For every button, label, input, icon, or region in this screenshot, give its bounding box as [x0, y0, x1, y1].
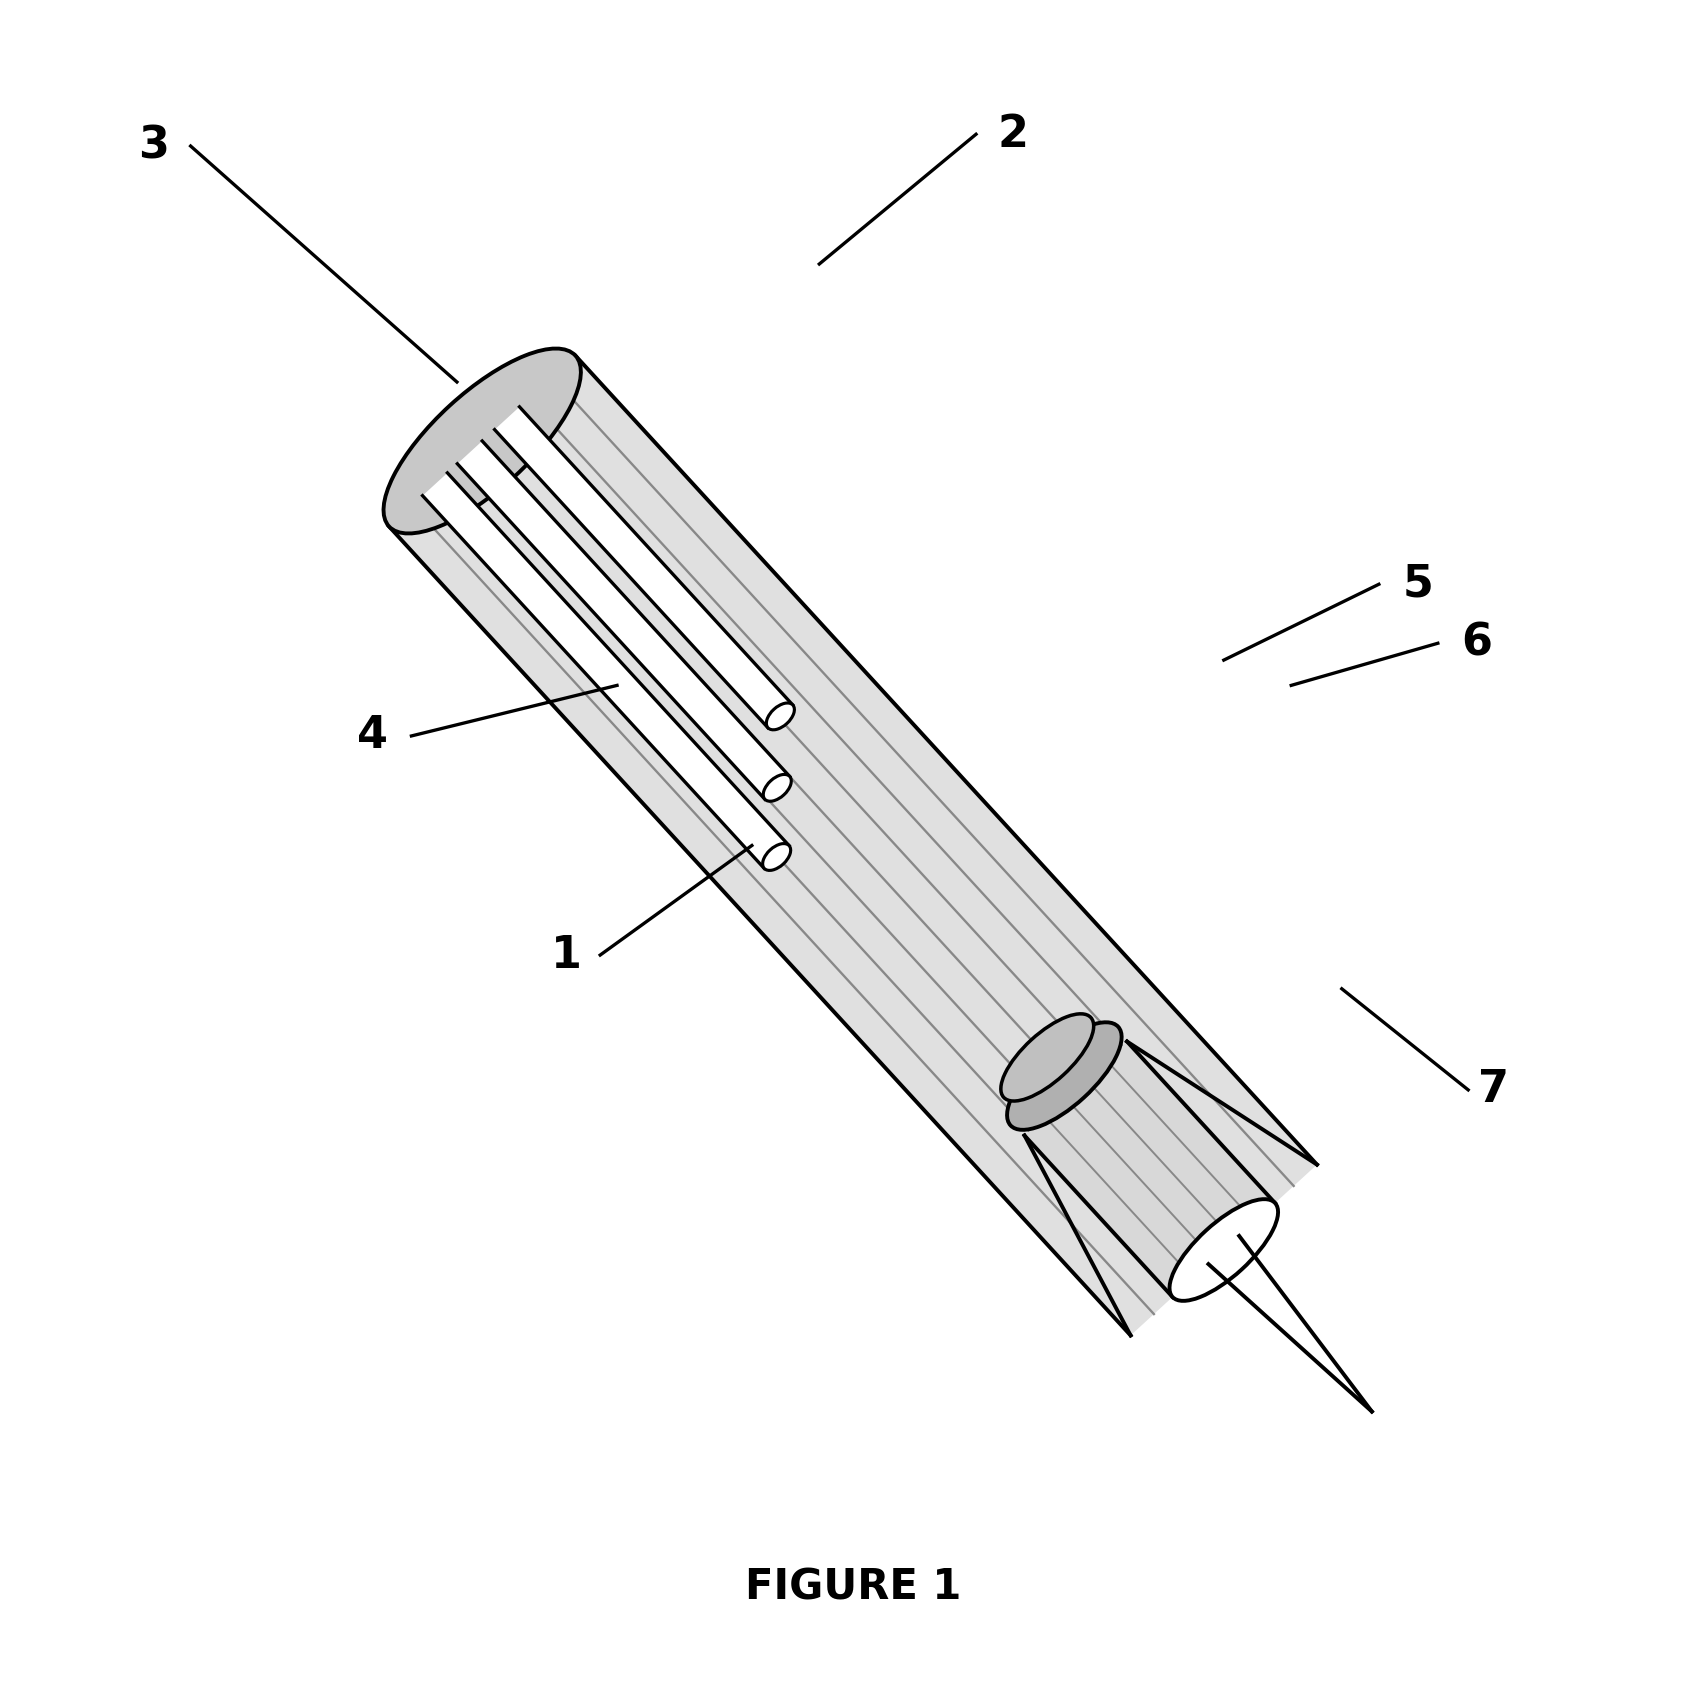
Ellipse shape — [1006, 1023, 1120, 1130]
Polygon shape — [389, 355, 1316, 1336]
Text: 6: 6 — [1459, 622, 1492, 665]
Text: 7: 7 — [1477, 1069, 1509, 1111]
Polygon shape — [423, 473, 789, 869]
Ellipse shape — [1001, 1015, 1093, 1101]
Text: 3: 3 — [138, 125, 169, 167]
Polygon shape — [1025, 1042, 1274, 1297]
Text: 4: 4 — [356, 714, 389, 758]
Polygon shape — [494, 408, 793, 727]
Text: 5: 5 — [1402, 563, 1432, 605]
Ellipse shape — [762, 844, 789, 871]
Text: 2: 2 — [997, 113, 1028, 156]
Ellipse shape — [766, 703, 795, 731]
Polygon shape — [457, 441, 789, 800]
Ellipse shape — [384, 348, 580, 533]
Text: 1: 1 — [551, 933, 581, 977]
Text: FIGURE 1: FIGURE 1 — [745, 1566, 960, 1608]
Ellipse shape — [762, 774, 791, 802]
Ellipse shape — [1170, 1199, 1277, 1300]
